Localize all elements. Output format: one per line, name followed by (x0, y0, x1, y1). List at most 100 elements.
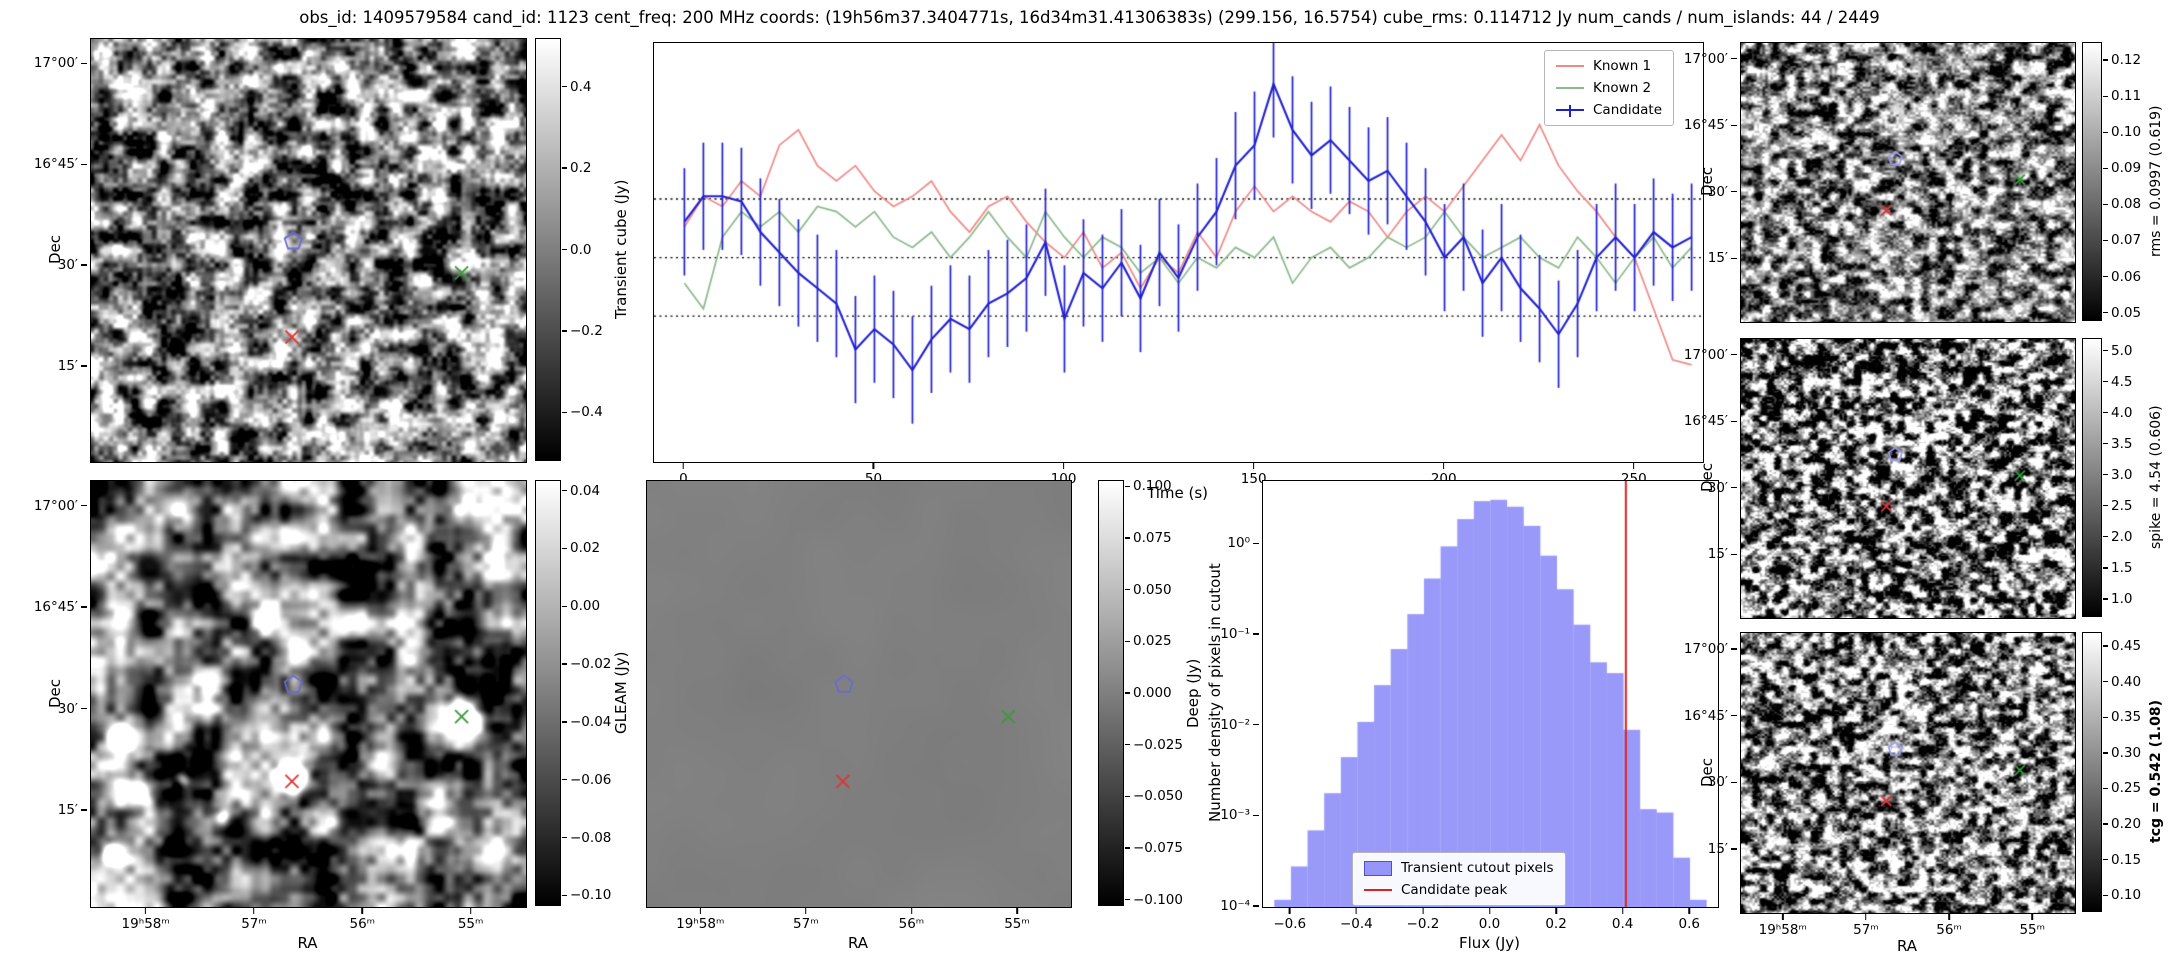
tick-label: −0.6 (1273, 908, 1307, 932)
tick-label: 0.050 (1125, 581, 1172, 598)
rms-image (1740, 42, 2076, 323)
tick-label: 16°45′ (33, 156, 88, 173)
tick-label: 30′ (57, 257, 88, 273)
tick-label: −0.02 (561, 656, 612, 673)
tick-label: 10⁻⁴ (1220, 898, 1259, 914)
ra-axis-label: RA (847, 934, 869, 952)
tick-label: 0.2 (561, 160, 592, 177)
legend-label: Known 2 (1593, 80, 1652, 96)
tick-label: 0.025 (1125, 633, 1172, 650)
candidate-peak-line-sample (1364, 889, 1392, 891)
lightcurve-plot (653, 42, 1704, 463)
tick-label: −0.025 (1125, 736, 1183, 753)
gleam-colorbar-ticks: 0.04 0.02 0.00 −0.02 −0.04 −0.06 −0.08 −0.10 (561, 480, 621, 906)
tick-label: 0.2 (1545, 908, 1567, 932)
ra-axis-label: RA (1896, 937, 1918, 955)
tick-label: 0.05 (2102, 304, 2142, 321)
tick-label: 15′ (57, 357, 88, 374)
legend-item-known1: Known 1 (1556, 58, 1662, 74)
tick-label: 55ᵐ (457, 908, 484, 932)
tick-label: 16°45′ (33, 599, 88, 616)
tick-label: 19ʰ58ᵐ (676, 908, 725, 932)
tick-label: −0.08 (561, 829, 612, 846)
spike-colorbar-ticks: 5.0 4.5 4.0 3.5 3.0 2.5 2.0 1.5 1.0 (2102, 338, 2148, 617)
tick-label: 55ᵐ (1004, 908, 1030, 932)
legend-item-candidate: Candidate (1556, 102, 1662, 118)
tick-label: 0.25 (2102, 780, 2142, 797)
transient-colorbar-ticks: 0.4 0.2 0.0 −0.2 −0.4 (561, 38, 621, 461)
tick-label: 0.4 (561, 78, 592, 95)
deep-cutout-image (646, 480, 1072, 908)
candidate-errorbar-sample (1556, 105, 1584, 117)
transient-dec-ticks: 17°00′ 16°45′ 30′ 15′ (0, 38, 88, 461)
tick-label: 0 (679, 463, 688, 487)
tick-label: 16°45′ (1683, 707, 1738, 724)
gleam-ra-ticks: 19ʰ58ᵐ 57ᵐ 56ᵐ 55ᵐ (90, 908, 525, 934)
flux-axis-label: Flux (Jy) (1459, 934, 1520, 952)
tick-label: 17°00′ (1683, 640, 1738, 657)
gleam-cutout-image (90, 480, 527, 908)
tick-label: 0.6 (1678, 908, 1700, 932)
rms-colorbar-ticks: 0.12 0.11 0.10 0.09 0.08 0.07 0.06 0.05 (2102, 42, 2148, 321)
tick-label: 0.07 (2102, 232, 2142, 249)
tick-label: 0.12 (2102, 52, 2142, 69)
tcg-image (1740, 632, 2076, 914)
legend-label: Candidate peak (1401, 882, 1508, 898)
tick-label: 17°00′ (1683, 50, 1738, 67)
tick-label: 0.00 (561, 598, 601, 615)
tick-label: 16°45′ (1683, 117, 1738, 134)
tick-label: 0.0 (1478, 908, 1501, 932)
tick-label: 56ᵐ (349, 908, 376, 932)
tick-label: 19ʰ58ᵐ (121, 908, 170, 932)
tick-label: 3.0 (2102, 466, 2133, 483)
known1-line-sample (1556, 65, 1584, 67)
tick-label: −0.2 (1406, 908, 1440, 932)
tick-label: 1.0 (2102, 590, 2133, 607)
tick-label: 0.45 (2102, 638, 2142, 654)
deep-colorbar (1098, 480, 1124, 906)
tick-label: 0.40 (2102, 673, 2142, 690)
histogram-patch-sample (1364, 860, 1392, 876)
tick-label: 19ʰ58ᵐ (1758, 914, 1807, 938)
tick-label: 0.10 (2102, 124, 2142, 141)
tick-label: 30′ (1707, 183, 1738, 200)
tick-label: 2.5 (2102, 497, 2133, 514)
legend-item-known2: Known 2 (1556, 80, 1662, 96)
tcg-colorbar-label: tcg = 0.542 (1.08) (2148, 700, 2164, 844)
tick-label: −0.2 (562, 322, 603, 339)
legend-label: Candidate (1593, 102, 1663, 118)
tick-label: 17°00′ (1683, 346, 1738, 363)
tick-label: 0.4 (1611, 908, 1634, 932)
legend-item-cutout-pixels: Transient cutout pixels (1364, 860, 1554, 876)
tick-label: −0.4 (1339, 908, 1373, 932)
tick-label: 10⁻³ (1220, 807, 1259, 824)
tick-label: 55ᵐ (2019, 914, 2046, 938)
tick-label: 0.06 (2102, 268, 2142, 285)
tick-label: 5.0 (2102, 342, 2133, 359)
tick-label: 0.075 (1125, 530, 1172, 547)
tick-label: 0.20 (2102, 816, 2142, 832)
spike-colorbar-label: spike = 4.54 (0.606) (2148, 405, 2164, 550)
tick-label: −0.4 (562, 404, 603, 421)
tick-label: 30′ (57, 700, 88, 717)
gleam-colorbar (535, 480, 561, 906)
time-axis-label: Time (s) (1147, 484, 1208, 502)
spike-colorbar (2082, 338, 2102, 617)
tick-label: −0.050 (1125, 788, 1183, 805)
tick-label: 0.11 (2102, 88, 2142, 105)
tick-label: 0.02 (561, 540, 601, 557)
lightcurve-legend: Known 1 Known 2 Candidate (1544, 50, 1675, 126)
tick-label: 15′ (57, 802, 88, 819)
tick-label: 56ᵐ (1936, 914, 1962, 938)
tick-label: 150 (1240, 463, 1267, 487)
transient-colorbar (535, 38, 561, 461)
tick-label: 15′ (1707, 250, 1738, 267)
histogram-flux-ticks: −0.6 −0.4 −0.2 0.0 0.2 0.4 0.6 (1262, 908, 1717, 932)
rms-dec-ticks: 17°00′ 16°45′ 30′ 15′ (1652, 42, 1738, 321)
tick-label: 56ᵐ (898, 908, 925, 932)
tick-label: 0.15 (2102, 851, 2142, 868)
legend-label: Known 1 (1593, 58, 1652, 74)
tick-label: 10⁰ (1227, 535, 1259, 552)
transient-cutout-image (90, 38, 527, 463)
